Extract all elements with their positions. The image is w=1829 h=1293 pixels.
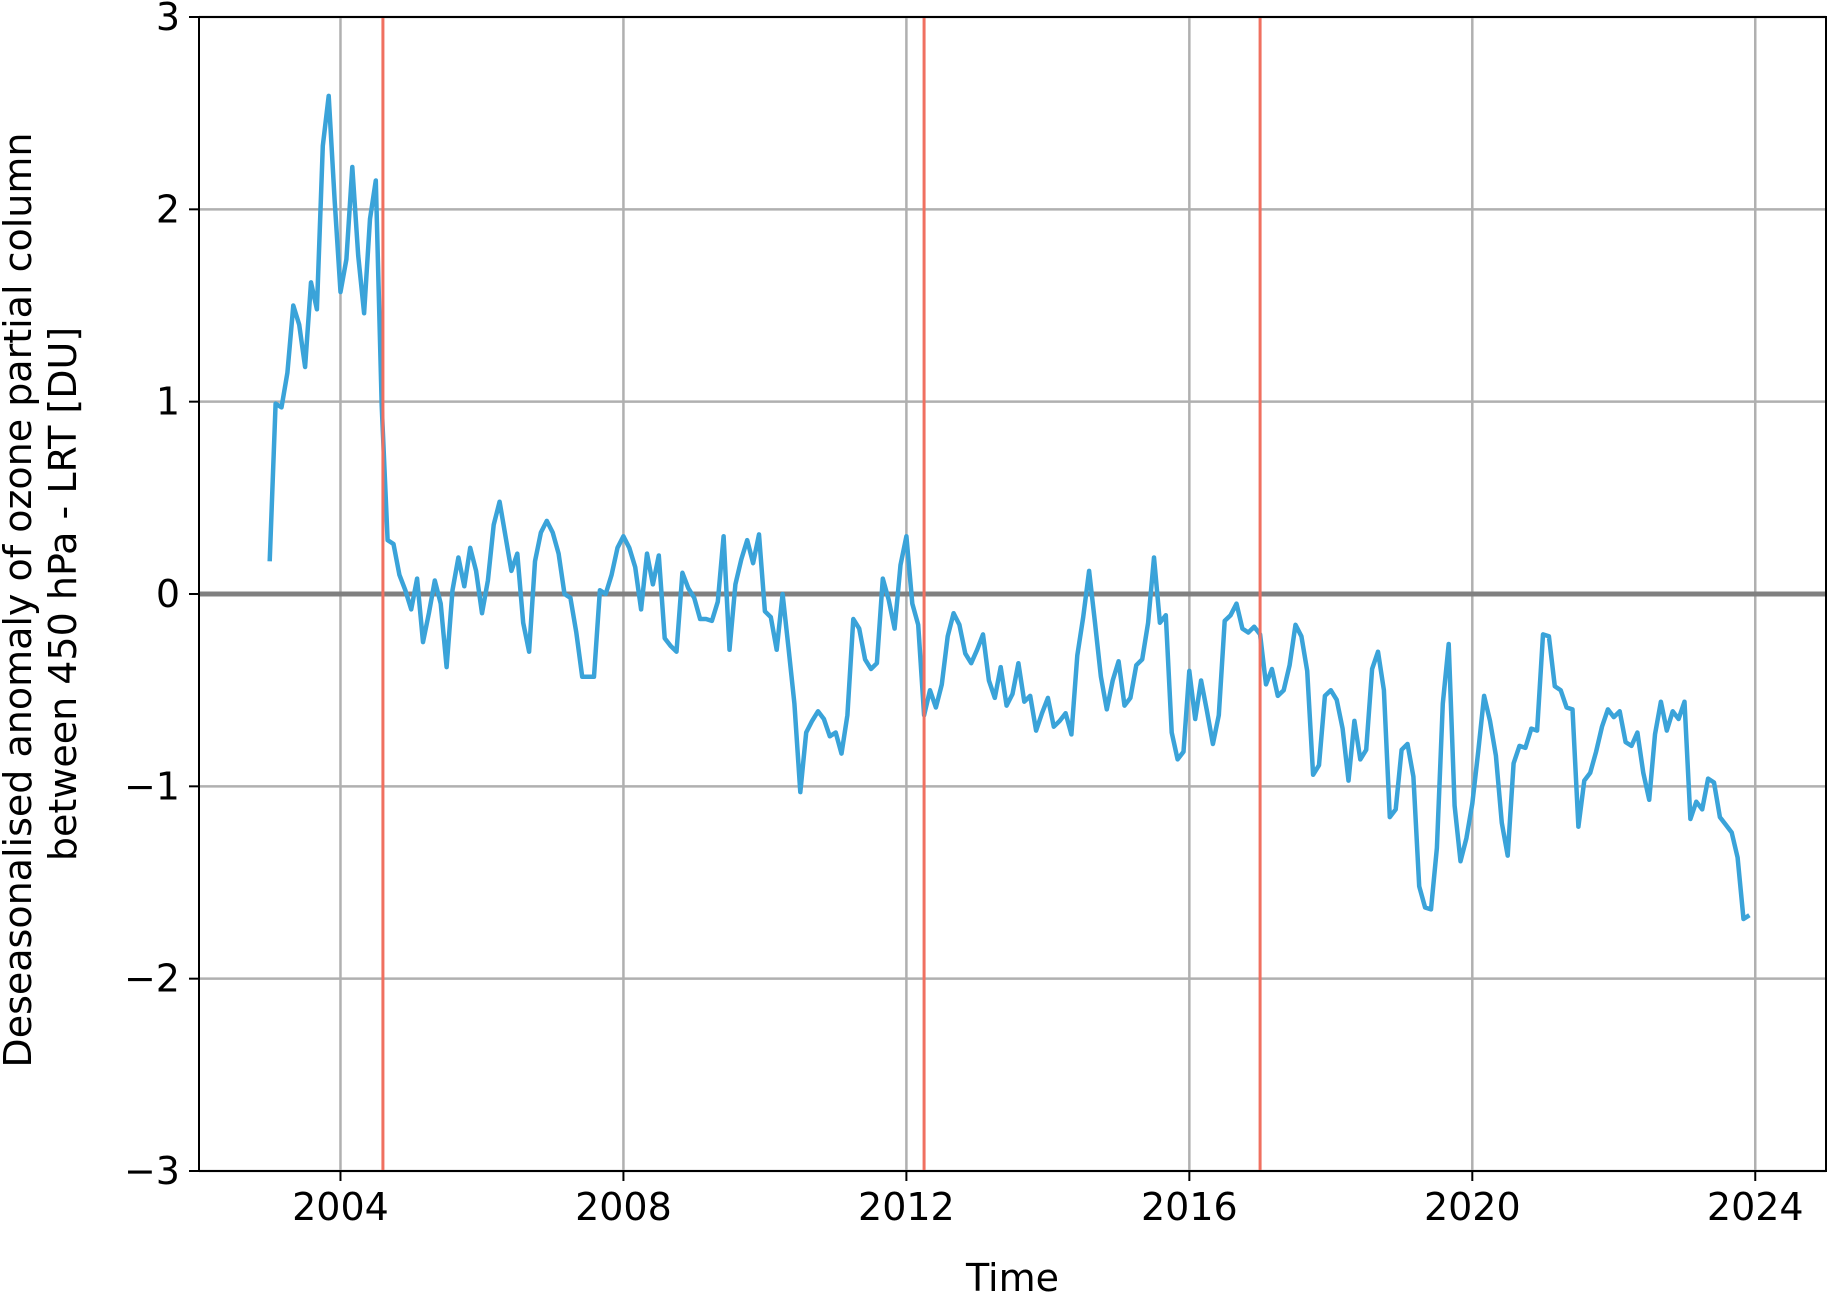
y-tick-label: 0 [156, 572, 180, 616]
y-tick-label: 2 [156, 187, 180, 231]
x-tick-label: 2008 [575, 1185, 672, 1229]
y-tick-label: −1 [124, 764, 180, 808]
series-line [267, 93, 1751, 922]
y-axis-label-line-1: Deseasonalised anomaly of ozone partial … [0, 133, 40, 1068]
x-tick-label: 2004 [292, 1185, 389, 1229]
y-tick-label: −3 [124, 1149, 180, 1193]
x-tick-label: 2020 [1424, 1185, 1521, 1229]
x-axis: 2004 2008 2012 2016 2020 2024 [292, 1171, 1804, 1229]
x-tick-label: 2016 [1141, 1185, 1238, 1229]
y-tick-label: 3 [156, 0, 180, 39]
series-layer [267, 93, 1751, 922]
y-axis-label: Deseasonalised anomaly of ozone partial … [0, 120, 85, 1067]
x-tick-label: 2012 [858, 1185, 955, 1229]
x-tick-label: 2024 [1707, 1185, 1804, 1229]
y-axis-label-line-2: between 450 hPa - LRT [DU] [41, 327, 85, 861]
y-tick-label: −2 [124, 957, 180, 1001]
y-axis: −3 −2 −1 0 1 2 3 [124, 0, 199, 1193]
event-lines [381, 17, 1262, 1171]
y-tick-label: 1 [156, 380, 180, 424]
x-axis-label: Time [965, 1256, 1059, 1293]
